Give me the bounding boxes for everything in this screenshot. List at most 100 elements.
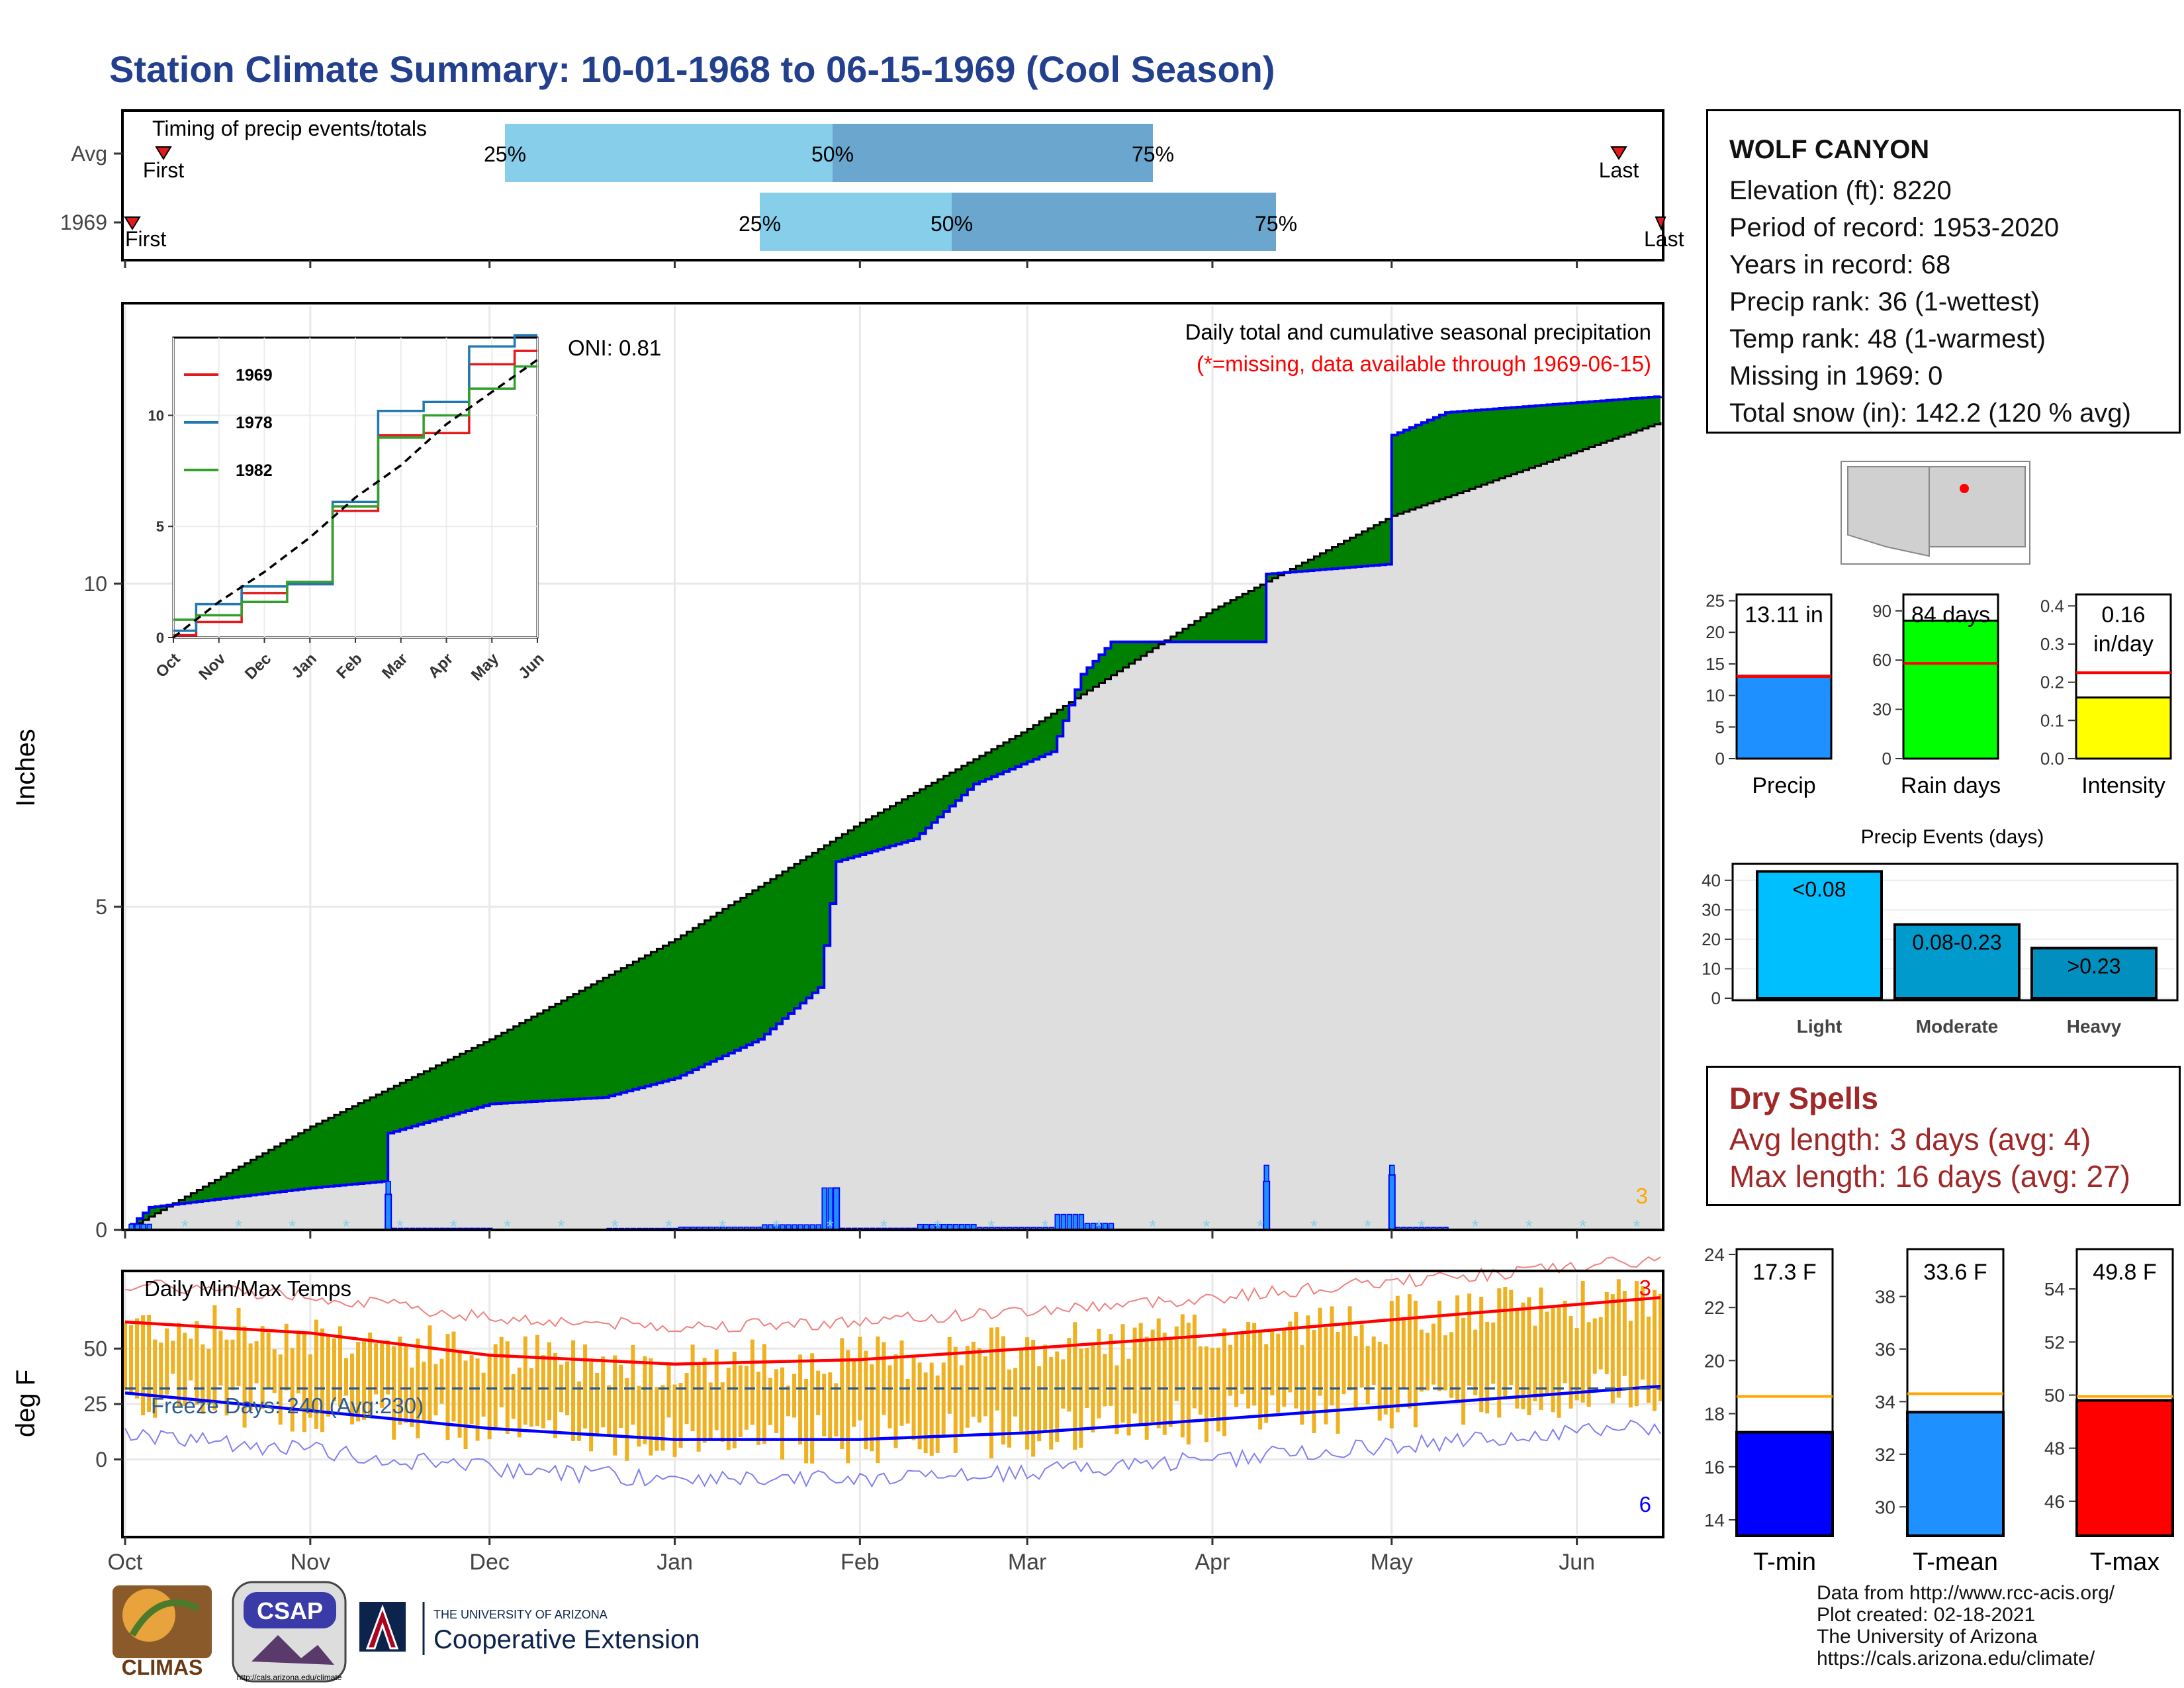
daily-temp-range-bar — [810, 1353, 815, 1464]
daily-temp-range-bar — [230, 1339, 235, 1391]
daily-temp-range-bar — [1013, 1368, 1018, 1417]
snow-marker: * — [289, 1216, 296, 1237]
daily-temp-range-bar — [541, 1355, 545, 1429]
daily-temp-range-bar — [577, 1381, 582, 1441]
precip-mini-tick-label: 25 — [1706, 591, 1725, 611]
events-bar-light — [1756, 870, 1883, 1000]
dry-spells-max: Max length: 16 days (avg: 27) — [1729, 1159, 2130, 1194]
daily-temp-range-bar — [1401, 1317, 1406, 1389]
csap-url: http://cals.arizona.edu/climate — [237, 1673, 342, 1682]
tmin-summary-tick-label: 14 — [1704, 1510, 1725, 1530]
tmean-summary: 30 32 34 36 38 33.6 F T-mean — [1875, 1248, 2005, 1576]
ua-small-text: THE UNIVERSITY OF ARIZONA — [433, 1608, 608, 1621]
daily-temp-range-bar — [1598, 1317, 1603, 1370]
inset-series-Avg — [172, 359, 539, 639]
precip-mini-bar — [1735, 675, 1833, 760]
daily-temp-range-bar — [887, 1365, 892, 1429]
daily-temp-range-bar — [1061, 1359, 1066, 1409]
daily-temp-range-bar — [165, 1328, 169, 1395]
snow-marker: * — [773, 1216, 780, 1237]
daily-temp-range-bar — [475, 1358, 480, 1441]
timing-1969-first-marker — [124, 216, 141, 230]
daily-temp-range-bar — [1138, 1323, 1143, 1425]
daily-temp-range-bar — [643, 1356, 647, 1444]
daily-temp-range-bar — [1557, 1307, 1561, 1418]
timing-avg-first-label: First — [143, 158, 184, 182]
daily-temp-range-bar — [493, 1344, 498, 1429]
freeze-days: Freeze Days: 240 (Avg:230) — [151, 1393, 424, 1418]
csap-logo-text: CSAP — [257, 1597, 323, 1624]
timing-1969-p50: 50% — [931, 212, 973, 236]
daily-temp-range-bar — [977, 1348, 981, 1423]
daily-temp-range-bar — [439, 1358, 444, 1404]
daily-temp-range-bar — [159, 1342, 163, 1399]
tmin-summary: 14 16 18 20 22 24 17.3 F T-min — [1704, 1244, 1834, 1576]
daily-temp-range-bar — [684, 1373, 689, 1425]
daily-temp-range-bar — [260, 1326, 265, 1409]
precip-corner-count: 3 — [1636, 1184, 1648, 1208]
temp-y-axis-label: deg F — [11, 1370, 40, 1437]
month-label: Dec — [469, 1550, 509, 1575]
timing-1969-last-marker — [1655, 216, 1666, 231]
daily-temp-range-bar — [1258, 1330, 1263, 1430]
daily-temp-range-bar — [1622, 1290, 1627, 1376]
daily-temp-range-bar — [1103, 1354, 1107, 1407]
daily-temp-range-bar — [1383, 1344, 1388, 1415]
station-years: Years in record: 68 — [1729, 250, 1951, 279]
daily-temp-range-bar — [153, 1339, 158, 1418]
y-tick-label: 10 — [83, 572, 107, 596]
daily-temp-range-bar — [655, 1387, 659, 1451]
daily-temp-range-bar — [1443, 1335, 1448, 1391]
daily-temp-range-bar — [1330, 1306, 1334, 1406]
inset-y-tick-label: 0 — [156, 630, 164, 646]
snow-marker: * — [504, 1216, 511, 1237]
daily-temp-range-bar — [314, 1319, 318, 1429]
timing-avg-p25: 25% — [484, 142, 526, 166]
daily-temp-range-bar — [236, 1307, 241, 1387]
precip-caption: Daily total and cumulative seasonal prec… — [1185, 320, 1651, 344]
raindays-mini: 0 30 60 90 84 days Rain days — [1872, 593, 2001, 798]
daily-temp-range-bar — [1616, 1279, 1621, 1398]
daily-temp-range-bar — [1318, 1307, 1322, 1396]
dry-spells-box: Dry Spells Avg length: 3 days (avg: 4) M… — [1706, 1066, 2181, 1206]
daily-temp-range-bar — [935, 1375, 940, 1453]
daily-temp-range-bar — [1031, 1340, 1036, 1457]
daily-temp-range-bar — [374, 1343, 379, 1395]
daily-temp-range-bar — [1574, 1328, 1579, 1401]
daily-temp-range-bar — [911, 1357, 916, 1440]
snow-marker: * — [987, 1216, 995, 1237]
snow-marker: * — [558, 1216, 565, 1237]
snow-marker: * — [934, 1216, 941, 1237]
tmean-summary-tick-label: 36 — [1875, 1339, 1895, 1360]
station-elevation: Elevation (ft): 8220 — [1729, 176, 1952, 205]
daily-temp-range-bar — [1659, 1293, 1662, 1401]
tmax-summary-tick-label: 54 — [2044, 1279, 2065, 1299]
daily-temp-range-bar — [649, 1358, 653, 1456]
daily-temp-range-bar — [1294, 1311, 1298, 1409]
daily-temp-range-bar — [547, 1342, 551, 1421]
daily-temp-range-bar — [1473, 1329, 1478, 1395]
daily-temp-range-bar — [344, 1358, 349, 1396]
daily-precip-peak-bar — [833, 1187, 841, 1231]
daily-temp-range-bar — [1336, 1331, 1340, 1434]
daily-temp-range-bar — [398, 1336, 402, 1425]
daily-temp-range-bar — [1198, 1346, 1203, 1415]
daily-temp-range-bar — [1425, 1333, 1430, 1391]
daily-temp-range-bar — [1073, 1322, 1077, 1450]
inset-legend-label: 1969 — [236, 366, 273, 385]
precip-mini-category-label: Precip — [1752, 773, 1815, 798]
raindays-mini-tick-label: 60 — [1872, 650, 1891, 670]
climas-logo: CLIMAS — [113, 1585, 212, 1679]
daily-temp-range-bar — [893, 1354, 898, 1448]
climas-logo-text: CLIMAS — [122, 1656, 203, 1679]
daily-temp-range-bar — [1306, 1315, 1310, 1413]
daily-temp-range-bar — [254, 1341, 259, 1383]
daily-temp-range-bar — [433, 1364, 438, 1416]
daily-precip-bar — [1078, 1213, 1085, 1231]
daily-temp-range-bar — [177, 1323, 181, 1407]
daily-temp-range-bar — [1455, 1295, 1460, 1403]
daily-temp-range-bar — [529, 1368, 533, 1427]
daily-precip-peak-bar — [385, 1194, 392, 1231]
temp-chart: 0 25 50 Daily Min/Max Temps Freeze Days: 2… — [11, 1256, 1664, 1575]
